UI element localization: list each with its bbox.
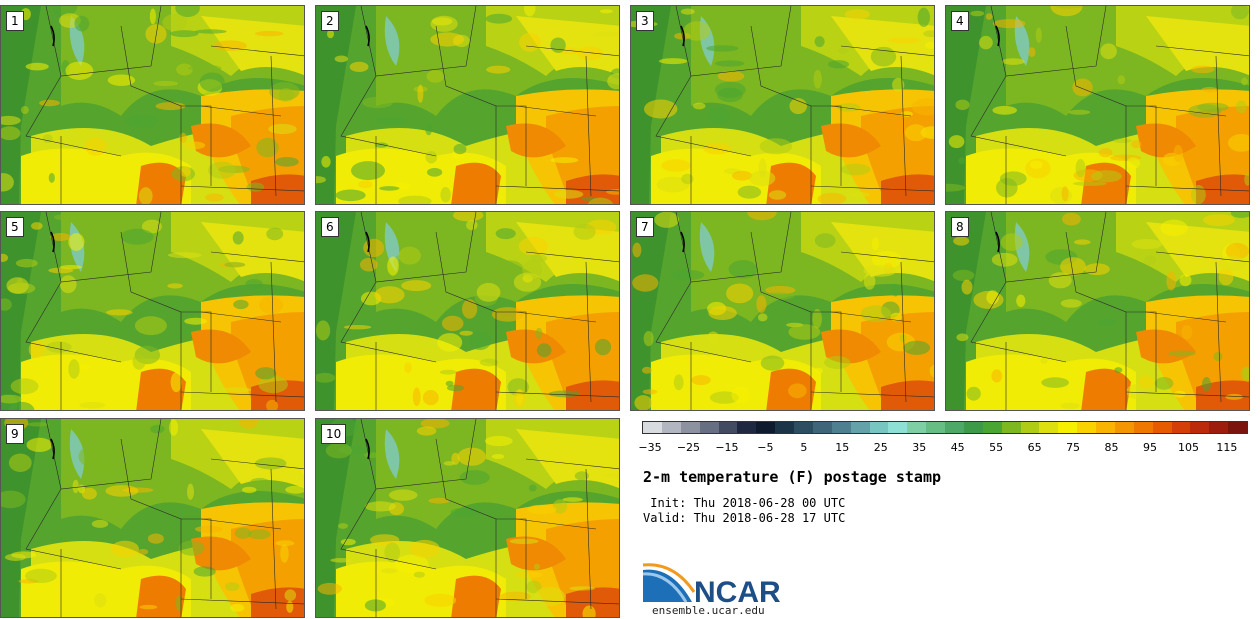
stamp-panel-5: 5	[0, 211, 305, 411]
colorbar-swatch	[680, 422, 700, 433]
colorbar-swatch	[1020, 422, 1040, 433]
colorbar-swatch	[718, 422, 738, 433]
chart-title: 2-m temperature (F) postage stamp	[643, 468, 942, 486]
colorbar-swatch	[775, 422, 794, 433]
colorbar-swatch	[831, 422, 851, 433]
colorbar-swatch	[850, 422, 870, 433]
colorbar-swatch	[869, 422, 889, 433]
stamp-panel-2: 2	[315, 5, 620, 205]
colorbar-tick: 25	[873, 441, 888, 454]
colorbar-swatch	[926, 422, 945, 433]
colorbar-tick: 65	[1027, 441, 1042, 454]
colorbar-swatch	[1190, 422, 1210, 433]
colorbar-swatch	[982, 422, 1002, 433]
colorbar-tick: 115	[1216, 441, 1238, 454]
colorbar-tick: 55	[989, 441, 1004, 454]
stamp-panel-8: 8	[945, 211, 1250, 411]
ncar-logo: NCAR	[642, 563, 781, 609]
logo-url: ensemble.ucar.edu	[652, 604, 765, 617]
stamp-label: 4	[951, 11, 969, 31]
colorbar-swatch	[907, 422, 927, 433]
colorbar-tick: −25	[676, 441, 701, 454]
colorbar-tick: 105	[1177, 441, 1199, 454]
colorbar-swatch	[756, 422, 776, 433]
stamp-panel-6: 6	[315, 211, 620, 411]
colorbar-tick: 35	[912, 441, 927, 454]
colorbar-swatch	[1209, 422, 1229, 433]
colorbar-swatch	[1133, 422, 1153, 433]
colorbar-swatch	[1096, 422, 1115, 433]
colorbar-swatch	[1152, 422, 1172, 433]
colorbar-swatch	[1228, 422, 1247, 433]
stamp-label: 3	[636, 11, 654, 31]
colorbar-tick: 75	[1066, 441, 1081, 454]
stamp-panel-1: 1	[0, 5, 305, 205]
stamp-label: 2	[321, 11, 339, 31]
stamp-label: 1	[6, 11, 24, 31]
colorbar-tick: 15	[835, 441, 850, 454]
colorbar-tick: −35	[638, 441, 662, 454]
colorbar-swatch	[1077, 422, 1096, 433]
stamp-panel-4: 4	[945, 5, 1250, 205]
colorbar-swatch	[1114, 422, 1134, 433]
svg-text:NCAR: NCAR	[694, 576, 781, 609]
colorbar-swatch	[1001, 422, 1021, 433]
colorbar-swatch	[643, 422, 662, 433]
colorbar-swatch	[1058, 422, 1078, 433]
colorbar-ticks: −35 −25 −15 −5 5 15 25 35 45 55 65 75 85 95 105 115	[638, 441, 1248, 455]
colorbar-swatch	[888, 422, 908, 433]
colorbar-tick: 45	[950, 441, 965, 454]
colorbar-tick: −5	[757, 441, 774, 454]
colorbar-swatch	[1171, 422, 1191, 433]
colorbar-tick: 5	[800, 441, 808, 454]
colorbar-tick: 95	[1143, 441, 1157, 454]
stamp-label: 8	[951, 217, 969, 237]
stamp-panel-7: 7	[630, 211, 935, 411]
colorbar	[642, 421, 1248, 434]
valid-time: Valid: Thu 2018-06-28 17 UTC	[643, 511, 846, 525]
stamp-label: 6	[321, 217, 339, 237]
stamp-label: 7	[636, 217, 654, 237]
colorbar-swatch	[945, 422, 964, 433]
stamp-panel-9: 9	[0, 418, 305, 618]
stamp-panel-10: 10	[315, 418, 620, 618]
stamp-panel-3: 3	[630, 5, 935, 205]
stamp-label: 9	[6, 424, 24, 444]
stamp-label: 10	[321, 424, 347, 444]
colorbar-swatch	[812, 422, 832, 433]
colorbar-tick: 85	[1104, 441, 1119, 454]
colorbar-swatch	[794, 422, 813, 433]
colorbar-swatch	[737, 422, 757, 433]
colorbar-swatch	[963, 422, 983, 433]
stamp-label: 5	[6, 217, 24, 237]
colorbar-tick: −15	[715, 441, 739, 454]
colorbar-swatch	[1039, 422, 1059, 433]
init-time: Init: Thu 2018-06-28 00 UTC	[643, 496, 846, 510]
colorbar-swatch	[661, 422, 681, 433]
colorbar-swatch	[699, 422, 719, 433]
